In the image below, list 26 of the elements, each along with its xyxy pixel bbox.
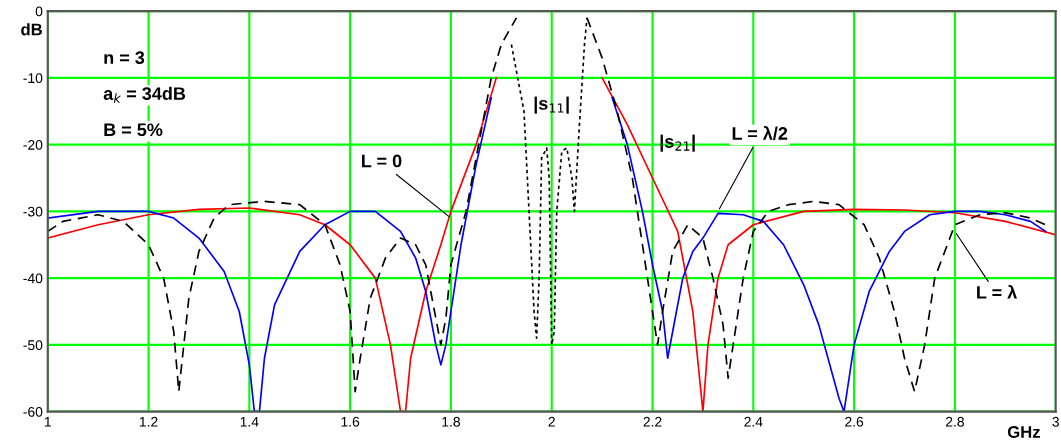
x-tick-label: 1.6 (341, 416, 360, 427)
x-tick-label: 3 (1052, 416, 1059, 427)
y-axis-title: dB (21, 23, 42, 36)
y-tick-label: 0 (35, 6, 43, 17)
x-tick-label: 1 (44, 417, 51, 427)
x-axis-title: GHz (1007, 426, 1040, 438)
y-tick-label: -10 (23, 73, 43, 84)
x-tick-label: 2.8 (945, 416, 964, 427)
y-tick-label: -40 (23, 273, 43, 284)
x-tick-label: 2 (548, 416, 555, 427)
annotation: B = 5% (104, 123, 163, 137)
annotation: n = 3 (104, 51, 145, 65)
x-tick-label: 1.2 (139, 416, 158, 427)
y-tick-label: -50 (23, 340, 43, 351)
x-tick-label: 2.2 (643, 416, 662, 427)
y-tick-label: -20 (23, 139, 43, 150)
x-tick-label: 1.4 (240, 417, 259, 427)
x-tick-label: 2.6 (845, 416, 864, 427)
x-tick-label: 1.8 (442, 416, 460, 427)
annotation: L = 0 (362, 154, 402, 168)
annotation: L = λ (977, 285, 1017, 299)
annotation: L = λ/2 (732, 126, 788, 141)
y-tick-label: -30 (23, 206, 43, 217)
y-tick-label: -60 (23, 406, 43, 417)
annotation: a$_{k}$ = 34dB (103, 86, 186, 103)
x-tick-label: 2.4 (744, 416, 763, 427)
